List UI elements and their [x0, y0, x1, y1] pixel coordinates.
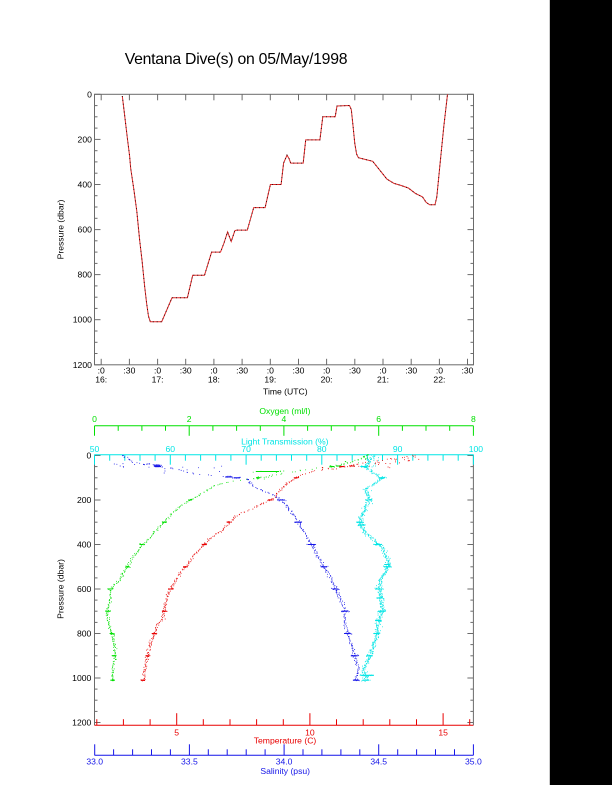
svg-text:21:: 21: — [377, 374, 389, 384]
svg-text:Temperature (C): Temperature (C) — [254, 736, 317, 746]
svg-text:18:: 18: — [208, 374, 220, 384]
svg-text::30: :30 — [349, 366, 361, 376]
svg-text::30: :30 — [123, 366, 135, 376]
svg-text:600: 600 — [77, 584, 92, 594]
svg-text:0: 0 — [87, 451, 92, 461]
svg-text:2: 2 — [187, 414, 192, 424]
svg-text:800: 800 — [78, 270, 93, 280]
svg-text:90: 90 — [393, 444, 403, 454]
svg-text:1200: 1200 — [73, 360, 92, 370]
svg-text:800: 800 — [77, 629, 92, 639]
svg-text:200: 200 — [77, 495, 92, 505]
svg-text:Oxygen (ml/l): Oxygen (ml/l) — [259, 406, 310, 416]
svg-text:200: 200 — [78, 134, 93, 144]
svg-text:Ventana Dive(s) on 05/May/1998: Ventana Dive(s) on 05/May/1998 — [125, 51, 348, 68]
svg-text::30: :30 — [236, 366, 248, 376]
svg-text::30: :30 — [462, 366, 474, 376]
svg-text:0: 0 — [92, 414, 97, 424]
svg-text:1000: 1000 — [72, 673, 91, 683]
svg-text:Light Transmission (%): Light Transmission (%) — [241, 437, 329, 447]
svg-text:60: 60 — [166, 444, 176, 454]
svg-text:34.0: 34.0 — [276, 757, 293, 767]
svg-text:Pressure (dbar): Pressure (dbar) — [56, 200, 66, 260]
svg-text:600: 600 — [78, 225, 93, 235]
svg-text:Time (UTC): Time (UTC) — [263, 386, 308, 396]
svg-text::0: :0 — [98, 366, 105, 376]
svg-text:50: 50 — [90, 444, 100, 454]
svg-text:16:: 16: — [95, 374, 107, 384]
svg-text:4: 4 — [282, 414, 287, 424]
svg-text:1000: 1000 — [73, 315, 92, 325]
svg-text:6: 6 — [376, 414, 381, 424]
svg-text::30: :30 — [405, 366, 417, 376]
svg-text::0: :0 — [379, 366, 386, 376]
svg-text:400: 400 — [78, 180, 93, 190]
svg-text::0: :0 — [267, 366, 274, 376]
svg-text:20:: 20: — [321, 374, 333, 384]
svg-text:0: 0 — [87, 89, 92, 99]
svg-text:8: 8 — [471, 414, 476, 424]
svg-text:400: 400 — [77, 540, 92, 550]
svg-text::30: :30 — [180, 366, 192, 376]
svg-text:22:: 22: — [433, 374, 445, 384]
svg-text:19:: 19: — [264, 374, 276, 384]
svg-text:35.0: 35.0 — [465, 757, 482, 767]
svg-text:10: 10 — [305, 727, 315, 737]
svg-text:Pressure (dbar): Pressure (dbar) — [56, 559, 66, 619]
svg-text:15: 15 — [438, 727, 448, 737]
svg-text:1200: 1200 — [72, 718, 91, 728]
svg-text::0: :0 — [210, 366, 217, 376]
svg-text::0: :0 — [154, 366, 161, 376]
svg-text:33.0: 33.0 — [86, 757, 103, 767]
svg-text:5: 5 — [174, 727, 179, 737]
svg-text:34.5: 34.5 — [370, 757, 387, 767]
svg-text:100: 100 — [469, 444, 484, 454]
svg-text:Salinity (psu): Salinity (psu) — [260, 766, 310, 776]
svg-text:80: 80 — [317, 444, 327, 454]
svg-text::0: :0 — [323, 366, 330, 376]
svg-text::0: :0 — [436, 366, 443, 376]
svg-text:70: 70 — [241, 444, 251, 454]
svg-text:33.5: 33.5 — [181, 757, 198, 767]
svg-text:17:: 17: — [152, 374, 164, 384]
svg-text::30: :30 — [293, 366, 305, 376]
